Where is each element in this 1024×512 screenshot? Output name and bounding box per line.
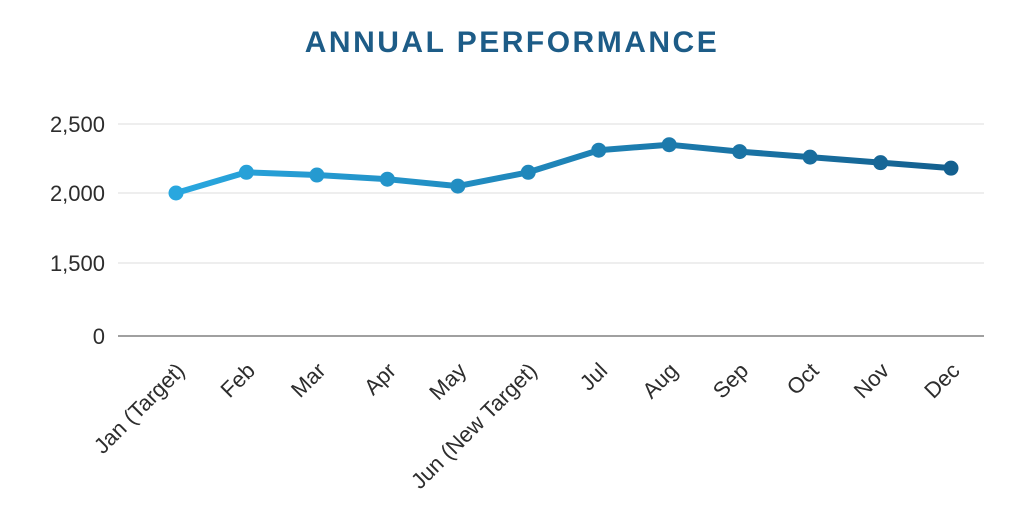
data-point bbox=[873, 155, 889, 171]
data-point bbox=[520, 164, 536, 180]
trend-line bbox=[173, 141, 954, 196]
data-point bbox=[168, 185, 184, 201]
data-point bbox=[450, 178, 466, 194]
y-tick-label: 1,500 bbox=[50, 251, 105, 276]
x-tick-label: Aug bbox=[637, 358, 682, 403]
x-tick-label: May bbox=[424, 358, 471, 405]
data-point bbox=[591, 142, 607, 158]
data-point bbox=[802, 149, 818, 165]
x-tick-label: Dec bbox=[919, 358, 964, 403]
data-point bbox=[238, 164, 254, 180]
data-point bbox=[379, 171, 395, 187]
x-tick-label: Jul bbox=[575, 358, 613, 396]
x-tick-label: Nov bbox=[849, 358, 894, 403]
x-tick-label: Mar bbox=[286, 358, 330, 402]
x-tick-label: Feb bbox=[215, 358, 259, 402]
chart-title: ANNUAL PERFORMANCE bbox=[304, 26, 720, 59]
y-tick-label: 2,500 bbox=[50, 112, 105, 137]
x-tick-label: Apr bbox=[359, 358, 401, 400]
data-point bbox=[309, 167, 325, 183]
x-tick-label: Oct bbox=[782, 358, 824, 400]
data-point bbox=[943, 160, 959, 176]
y-tick-label: 0 bbox=[93, 324, 105, 349]
y-tick-label: 2,000 bbox=[50, 181, 105, 206]
x-tick-label: Jun (New Target) bbox=[406, 358, 542, 494]
data-point bbox=[732, 144, 748, 160]
x-tick-label: Jan (Target) bbox=[89, 358, 190, 459]
x-tick-label: Sep bbox=[708, 358, 753, 403]
data-point bbox=[661, 137, 677, 153]
